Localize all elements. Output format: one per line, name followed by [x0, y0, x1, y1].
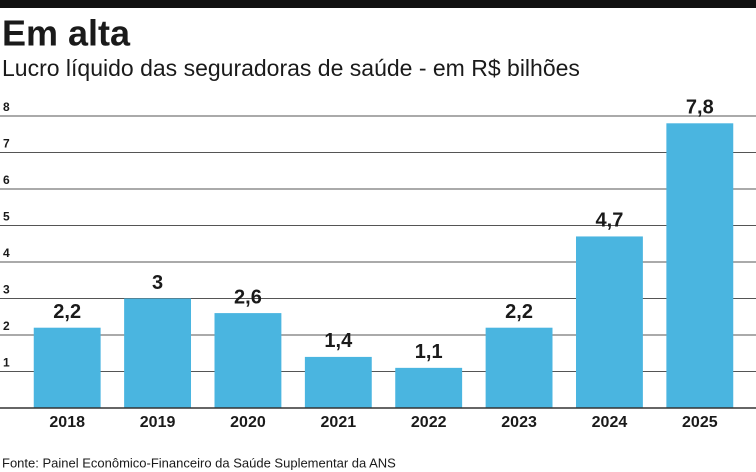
y-tick-label: 1 [3, 356, 10, 370]
y-tick-label: 8 [3, 100, 10, 114]
bar [304, 356, 372, 408]
value-label: 2,6 [234, 286, 262, 308]
y-tick-label: 7 [3, 137, 10, 151]
x-tick-label: 2022 [411, 414, 447, 431]
value-label: 7,8 [686, 97, 714, 119]
chart-title: Em alta [2, 13, 131, 54]
x-tick-label: 2023 [501, 414, 537, 431]
top-bar [0, 0, 756, 8]
value-label: 2,2 [505, 301, 533, 323]
value-label: 3 [152, 272, 163, 294]
bar [33, 327, 101, 408]
x-tick-label: 2019 [140, 414, 176, 431]
value-label: 1,4 [324, 330, 353, 352]
x-tick-label: 2020 [230, 414, 266, 431]
chart-subtitle: Lucro líquido das seguradoras de saúde -… [2, 55, 580, 81]
bar [214, 313, 282, 408]
y-tick-label: 5 [3, 210, 10, 224]
y-tick-label: 3 [3, 283, 10, 297]
source: Fonte: Painel Econômico-Financeiro da Sa… [2, 455, 396, 470]
y-tick-label: 4 [3, 246, 10, 260]
value-label: 1,1 [415, 341, 443, 363]
bar [124, 298, 192, 408]
bar [395, 367, 463, 408]
y-tick-label: 6 [3, 173, 10, 187]
x-tick-label: 2018 [49, 414, 85, 431]
value-label: 2,2 [53, 301, 81, 323]
bar [485, 327, 553, 408]
x-tick-label: 2024 [592, 414, 628, 431]
value-label: 4,7 [596, 210, 624, 232]
x-tick-label: 2021 [321, 414, 357, 431]
bar [666, 123, 734, 409]
bar [575, 236, 643, 408]
y-tick-label: 2 [3, 319, 10, 333]
x-tick-label: 2025 [682, 414, 718, 431]
